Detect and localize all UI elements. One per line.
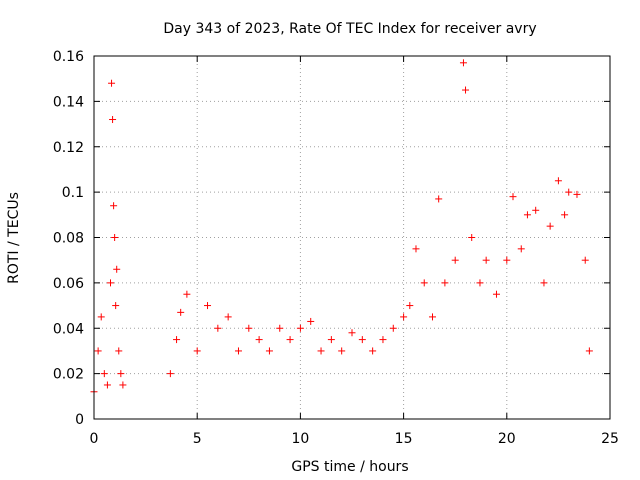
- data-point: [554, 177, 562, 185]
- data-point: [100, 370, 108, 378]
- data-point: [204, 302, 212, 310]
- data-point: [379, 336, 387, 344]
- y-tick-label: 0: [75, 412, 84, 428]
- data-point: [110, 202, 118, 210]
- x-tick-label: 15: [395, 431, 413, 447]
- chart-title: Day 343 of 2023, Rate Of TEC Index for r…: [163, 21, 536, 37]
- y-tick-label: 0.14: [53, 94, 84, 110]
- data-point: [214, 324, 222, 332]
- data-point: [358, 336, 366, 344]
- x-tick-label: 5: [193, 431, 202, 447]
- data-point: [193, 347, 201, 355]
- x-axis-label: GPS time / hours: [291, 459, 408, 475]
- data-point: [234, 347, 242, 355]
- data-point: [400, 313, 408, 321]
- data-point: [540, 279, 548, 287]
- data-point: [420, 279, 428, 287]
- data-point: [111, 234, 119, 241]
- data-point: [476, 279, 484, 287]
- data-point: [224, 313, 232, 321]
- x-tick-label: 20: [498, 431, 516, 447]
- y-tick-label: 0.1: [62, 185, 84, 201]
- y-tick-label: 0.06: [53, 276, 84, 292]
- data-point: [565, 188, 573, 196]
- y-tick-label: 0.12: [53, 140, 84, 156]
- data-point: [183, 290, 191, 298]
- data-point: [276, 324, 284, 332]
- data-point: [109, 116, 117, 124]
- data-point: [503, 256, 511, 264]
- data-point: [108, 79, 116, 87]
- data-point: [532, 206, 540, 214]
- data-point: [173, 336, 181, 344]
- data-point: [369, 347, 377, 355]
- y-tick-label: 0.16: [53, 49, 84, 65]
- data-point: [412, 245, 420, 253]
- data-point: [546, 222, 554, 230]
- data-point: [517, 245, 525, 253]
- x-tick-label: 25: [601, 431, 619, 447]
- data-point: [265, 347, 273, 355]
- data-point: [255, 336, 263, 344]
- data-point: [103, 381, 111, 389]
- data-point: [97, 313, 105, 321]
- data-point: [327, 336, 335, 344]
- data-point: [119, 381, 127, 389]
- data-point: [462, 86, 470, 94]
- x-tick-label: 10: [291, 431, 309, 447]
- y-tick-label: 0.04: [53, 321, 84, 337]
- data-point: [296, 324, 304, 332]
- data-point: [166, 370, 174, 378]
- data-point: [317, 347, 325, 355]
- data-point: [115, 347, 123, 355]
- data-point: [523, 211, 531, 219]
- data-point: [581, 256, 589, 264]
- data-point: [245, 324, 253, 332]
- y-axis-label: ROTI / TECUs: [6, 192, 22, 284]
- data-point: [468, 234, 476, 241]
- data-point: [307, 317, 315, 325]
- data-point: [112, 302, 120, 310]
- y-tick-label: 0.02: [53, 367, 84, 383]
- data-point: [94, 347, 102, 355]
- data-points: [90, 59, 593, 396]
- data-point: [492, 290, 500, 298]
- data-point: [177, 308, 185, 316]
- data-point: [441, 279, 449, 287]
- data-point: [435, 195, 443, 203]
- data-point: [338, 347, 346, 355]
- y-tick-label: 0.08: [53, 231, 84, 247]
- y-axis: 0 0.02 0.04 0.06 0.08 0.1 0.12 0.14 0.16: [53, 49, 610, 428]
- data-point: [482, 256, 490, 264]
- plot-frame: [93, 55, 611, 420]
- data-point: [428, 313, 436, 321]
- data-point: [585, 347, 593, 355]
- data-point: [348, 329, 356, 337]
- x-tick-label: 0: [90, 431, 99, 447]
- data-point: [451, 256, 459, 264]
- data-point: [406, 302, 414, 310]
- x-axis: 0 5 10 15 20 25: [90, 56, 619, 447]
- data-point: [573, 190, 581, 198]
- data-point: [113, 265, 121, 273]
- data-point: [286, 336, 294, 344]
- data-point: [389, 324, 397, 332]
- data-point: [117, 370, 125, 378]
- data-point: [509, 193, 517, 201]
- grid-lines: [94, 56, 610, 419]
- data-point: [459, 59, 467, 67]
- data-point: [561, 211, 569, 219]
- data-point: [107, 279, 115, 287]
